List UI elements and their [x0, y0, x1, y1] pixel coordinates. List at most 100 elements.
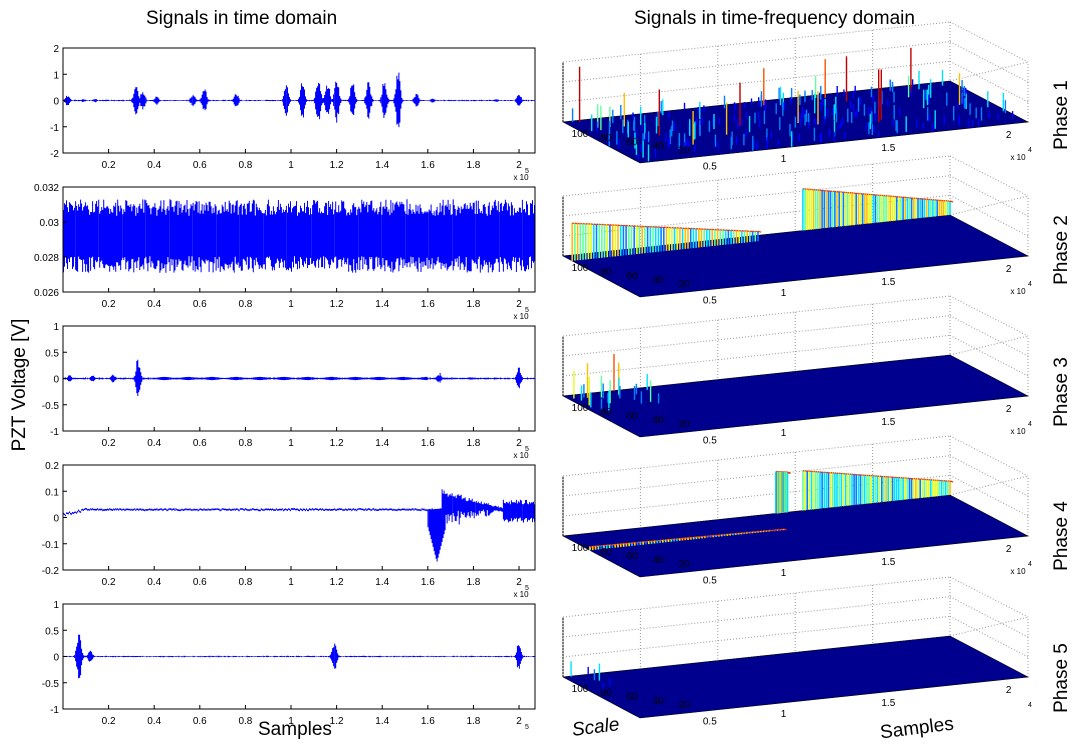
y-tick-label: -1	[50, 705, 59, 716]
left-column-title: Signals in time domain	[146, 8, 338, 29]
x-tick-label: 0.6	[193, 716, 207, 727]
surface-floor	[561, 635, 1030, 719]
sample-tick-label: 0.5	[703, 436, 717, 447]
grid-line	[562, 60, 951, 103]
sample-tick-label: 0.5	[703, 296, 717, 307]
scale-tick-label: 20	[678, 419, 690, 430]
sample-tick-label: 1	[781, 709, 787, 720]
x-tick-label: 0.8	[238, 299, 252, 310]
scale-tick-label: 80	[600, 407, 612, 418]
sample-exponent-power: 4	[1028, 281, 1032, 288]
sample-tick-label: 2	[1006, 130, 1012, 141]
sample-tick-label: 0.5	[703, 162, 717, 173]
grid-line	[949, 61, 1029, 82]
x-tick-label: 0.4	[147, 299, 161, 310]
scale-tick-label: 80	[600, 133, 612, 144]
scale-tick-label: 40	[652, 696, 664, 707]
grid-line	[562, 334, 951, 377]
signal-trace-3	[63, 359, 535, 396]
grid-line	[949, 41, 1029, 83]
right-column-title: Signals in time-frequency domain	[634, 8, 915, 29]
grid-line	[949, 195, 1029, 216]
signal-trace-2	[63, 199, 535, 273]
x-tick-label: 0.2	[102, 716, 116, 727]
sample-tick-label: 1.5	[881, 698, 895, 709]
scale-tick-label: 80	[600, 267, 612, 278]
x-tick-label: 0.8	[238, 716, 252, 727]
scale-tick-label: 100	[572, 684, 589, 695]
x-tick-label: 0.6	[193, 577, 207, 588]
signal-trace-4	[63, 489, 535, 562]
y-tick-label: -0.5	[42, 401, 60, 412]
x-tick-label: 1.4	[375, 160, 389, 171]
tf-panel-2: 100 80 60 40 200.511.52x 104	[561, 155, 1032, 307]
x-tick-label: 2	[516, 438, 522, 449]
surface-ridge	[774, 529, 779, 532]
sample-tick-label: 2	[1006, 544, 1012, 555]
sample-exponent-label: x 10	[1010, 427, 1026, 436]
x-tick-label: 1.8	[466, 438, 480, 449]
grid-line	[562, 315, 951, 357]
x-tick-label: 0.6	[193, 438, 207, 449]
x-tick-label: 0.4	[147, 160, 161, 171]
grid-line	[949, 475, 1029, 496]
surface-floor	[561, 214, 1030, 298]
grid-line	[562, 155, 951, 197]
sample-tick-label: 1.5	[881, 277, 895, 288]
sample-tick-label: 1	[781, 154, 787, 165]
time-panel-4: 0.2 0.1 0 -0.1 -0.2 0.2 0.4 0.6 0.8 1 1.2 1.4 1.6 1.8…	[42, 461, 536, 599]
scale-tick-label: 100	[572, 403, 589, 414]
x-tick-label: 2	[516, 299, 522, 310]
sample-tick-label: 2	[1006, 264, 1012, 275]
x-tick-label: 0.2	[102, 160, 116, 171]
y-tick-label: 0.028	[34, 253, 59, 264]
x-tick-label: 1.6	[421, 299, 435, 310]
y-tick-label: -0.2	[42, 566, 60, 577]
x-tick-label: 1	[288, 299, 294, 310]
grid-line	[949, 435, 1029, 477]
x-exponent-power: 5	[525, 168, 529, 175]
scale-tick-label: 80	[600, 547, 612, 558]
scale-tick-label: 40	[652, 141, 664, 152]
y-tick-label: 0	[53, 97, 59, 108]
sample-tick-label: 1.5	[881, 417, 895, 428]
x-tick-label: 1.8	[466, 160, 480, 171]
grid-line	[562, 21, 951, 63]
grid-line	[949, 576, 1029, 618]
time-panel-5: 1 0.5 0 -0.5 -1 0.2 0.4 0.6 0.8 1 1.2 1.4 1.6 1.8 2	[42, 600, 536, 727]
sample-tick-label: 1	[781, 568, 787, 579]
time-panel-3: 1 0.5 0 -0.5 -1 0.2 0.4 0.6 0.8 1 1.2 1.4 1.6 1.8 2 x 1…	[42, 322, 536, 460]
sample-exponent-label: x 10	[1010, 567, 1026, 576]
scale-tick-label: 100	[572, 129, 589, 140]
grid-line	[562, 435, 951, 477]
scale-tick-label: 100	[572, 543, 589, 554]
x-exponent-power: 5	[525, 307, 529, 314]
x-exponent-power: 5	[525, 724, 529, 731]
y-tick-label: 0	[53, 653, 59, 664]
time-panel-frame	[62, 464, 536, 571]
tf-panel-3: 100 80 60 40 20 0.5 1 1.5 2 x 104	[561, 295, 1032, 447]
grid-line	[949, 315, 1029, 357]
x-tick-label: 2	[516, 160, 522, 171]
surface-ridge	[777, 528, 781, 531]
surface-ridge	[949, 480, 954, 483]
scale-tick-label: 100	[572, 263, 589, 274]
scale-tick-label: 20	[678, 279, 690, 290]
x-tick-label: 0.2	[102, 577, 116, 588]
x-tick-label: 1.6	[421, 160, 435, 171]
y-tick-label: 0.032	[34, 183, 59, 194]
x-axis-label-time: Samples	[258, 719, 332, 740]
x-tick-label: 1.6	[421, 438, 435, 449]
sample-tick-label: 1	[781, 288, 787, 299]
x-tick-label: 1.2	[330, 438, 344, 449]
x-tick-label: 0.4	[147, 716, 161, 727]
grid-line	[949, 295, 1029, 337]
sample-tick-label: 1	[781, 428, 787, 439]
sample-exponent-power: 4	[1028, 702, 1032, 709]
x-tick-label: 1.6	[421, 577, 435, 588]
x-exponent-power: 5	[525, 446, 529, 453]
surface-ridge	[757, 230, 762, 233]
surface-floor	[561, 354, 1030, 438]
x-tick-label: 1.8	[466, 716, 480, 727]
